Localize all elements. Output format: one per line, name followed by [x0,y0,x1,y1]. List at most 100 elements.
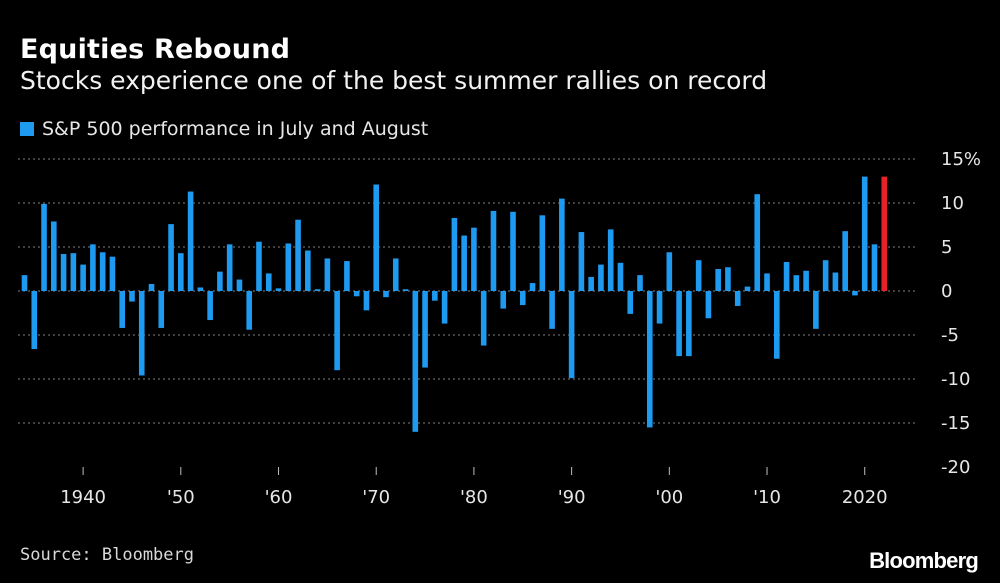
bar [832,272,839,291]
bar [383,291,389,298]
bar [353,291,360,297]
bar [773,291,780,359]
bar [402,289,409,291]
x-tick-label: 1940 [60,487,106,508]
bar [99,252,106,291]
bar [871,244,878,291]
bar [813,291,819,329]
bar [90,244,96,291]
bar [285,243,292,291]
bar [734,291,741,306]
bar [480,291,487,346]
bar [432,291,438,301]
bar [80,264,86,291]
bar [51,221,57,291]
bar [637,275,643,291]
bar [529,283,536,291]
bar [441,291,448,324]
x-tick-label: '00 [655,487,683,508]
y-axis-ticks: 15% 10 5 0 -5 -10 -15 -20 [941,149,981,478]
bar [715,269,721,291]
bar [256,241,262,291]
bar [754,194,761,291]
x-tick-label: '80 [460,487,488,508]
bar [148,283,155,291]
bar [617,262,624,291]
bar [265,273,272,291]
bar [656,291,663,324]
bar [236,279,243,291]
bar [500,291,507,309]
y-tick-label: -5 [941,325,959,346]
chart-subtitle: Stocks experience one of the best summer… [20,66,768,95]
source-note: Source: Bloomberg [20,545,194,565]
bar [178,253,184,291]
bar [764,273,770,291]
bar [861,176,868,291]
bar [607,229,614,291]
bar [138,291,145,376]
bar [519,291,526,306]
bar [666,252,673,291]
bar [725,267,731,291]
bar [334,291,340,371]
bar [314,289,321,291]
y-tick-label: -10 [941,369,970,390]
bar [168,224,174,291]
bar [344,261,350,291]
x-tick-label: '70 [362,487,390,508]
bar [373,184,380,291]
bar [197,287,204,291]
y-tick-label: 5 [941,237,952,258]
bar [568,291,575,379]
bar [217,271,223,291]
bar [705,291,712,319]
bar [295,219,301,291]
bar [451,217,458,291]
bar [60,254,67,291]
bloomberg-logo: Bloomberg [869,548,979,573]
bar [207,291,213,321]
x-tick-label: '10 [753,487,781,508]
bar [246,291,253,330]
bar [803,270,809,291]
bar [510,211,516,291]
bar [422,291,428,368]
bar [187,191,194,291]
legend: S&P 500 performance in July and August [20,118,428,140]
bar [783,261,790,291]
bar [158,291,165,328]
bar [588,276,594,291]
bar [744,286,751,291]
bar [539,215,546,291]
bar [549,291,555,329]
chart-title: Equities Rebound [20,34,291,65]
bars [21,176,888,432]
bar [109,256,116,291]
bar [226,244,233,291]
highlight-bar [881,176,888,291]
x-axis-ticks: 1940 '50 '60 '70 '80 '90 '00 '10 2020 [60,467,888,508]
bar [461,235,467,291]
bar [822,260,829,291]
bar [41,203,47,291]
bar [21,275,28,291]
bar [842,231,848,291]
bar [31,291,38,350]
bar [559,198,565,291]
x-tick-label: '90 [558,487,586,508]
bar [793,275,800,291]
bar [119,291,125,328]
bar [412,291,419,432]
bar [646,291,653,428]
bar [324,258,331,291]
bar [305,250,311,291]
bar [598,264,604,291]
y-tick-label: 10 [941,193,964,214]
bar [275,288,282,291]
x-tick-label: '50 [167,487,195,508]
y-tick-label: 15% [941,149,981,170]
bar [627,291,634,314]
x-tick-label: '60 [265,487,293,508]
